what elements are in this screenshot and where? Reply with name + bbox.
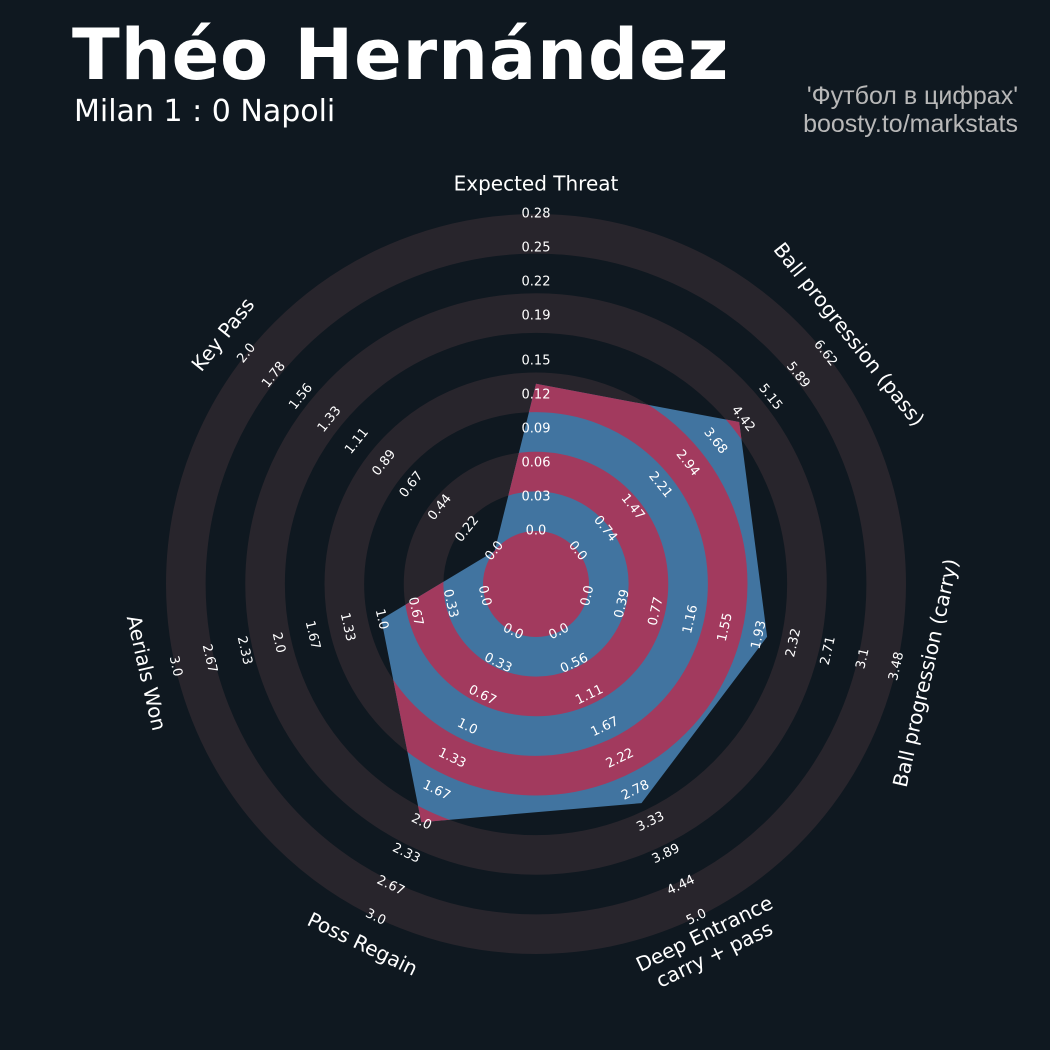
tick-label: 3.0 bbox=[166, 655, 185, 679]
tick-label: 0.28 bbox=[522, 207, 551, 222]
tick-label: 0.39 bbox=[612, 588, 633, 620]
tick-label: 3.1 bbox=[853, 647, 872, 671]
chart-subtitle: Milan 1 : 0 Napoli bbox=[74, 94, 336, 129]
tick-label: 0.0 bbox=[526, 524, 547, 539]
highlight-ring bbox=[483, 531, 589, 637]
tick-label: 1.0 bbox=[372, 608, 391, 632]
tick-label: 1.11 bbox=[342, 425, 372, 457]
tick-label: 0.0 bbox=[578, 584, 597, 608]
tick-label: 2.0 bbox=[269, 631, 288, 655]
axis-label: Expected Threat bbox=[453, 171, 619, 196]
tick-label: 0.25 bbox=[522, 241, 551, 256]
tick-label: 1.93 bbox=[749, 619, 770, 651]
tick-label: 2.32 bbox=[783, 627, 804, 659]
tick-label: 2.67 bbox=[199, 643, 220, 675]
tick-label: 0.03 bbox=[522, 490, 551, 505]
tick-label: 1.16 bbox=[680, 604, 701, 636]
tick-label: 0.67 bbox=[405, 596, 426, 628]
tick-label: 0.22 bbox=[522, 274, 551, 289]
tick-label: 3.48 bbox=[886, 651, 907, 683]
highlight-ring bbox=[381, 383, 748, 796]
tick-label: 2.71 bbox=[818, 635, 839, 667]
tick-label: 1.55 bbox=[715, 611, 736, 643]
tick-label: 0.77 bbox=[646, 596, 667, 628]
credit: boosty.to/markstats bbox=[803, 110, 1018, 138]
tick-label: 0.15 bbox=[522, 354, 551, 369]
ring bbox=[245, 293, 827, 875]
tick-label: 0.33 bbox=[440, 588, 461, 620]
tick-label: 0.19 bbox=[522, 308, 551, 323]
tick-label: 2.33 bbox=[234, 635, 255, 667]
ring bbox=[166, 214, 906, 954]
tick-label: 0.09 bbox=[522, 422, 551, 437]
tick-label: 1.67 bbox=[302, 619, 323, 651]
chart-title: Théo Hernández bbox=[72, 14, 730, 96]
tick-label: 1.33 bbox=[337, 611, 358, 643]
tick-label: 0.0 bbox=[475, 584, 494, 608]
tick-label: 0.06 bbox=[522, 456, 551, 471]
credit: 'Футбол в цифрах' bbox=[806, 82, 1018, 110]
tick-label: 0.12 bbox=[522, 388, 551, 403]
